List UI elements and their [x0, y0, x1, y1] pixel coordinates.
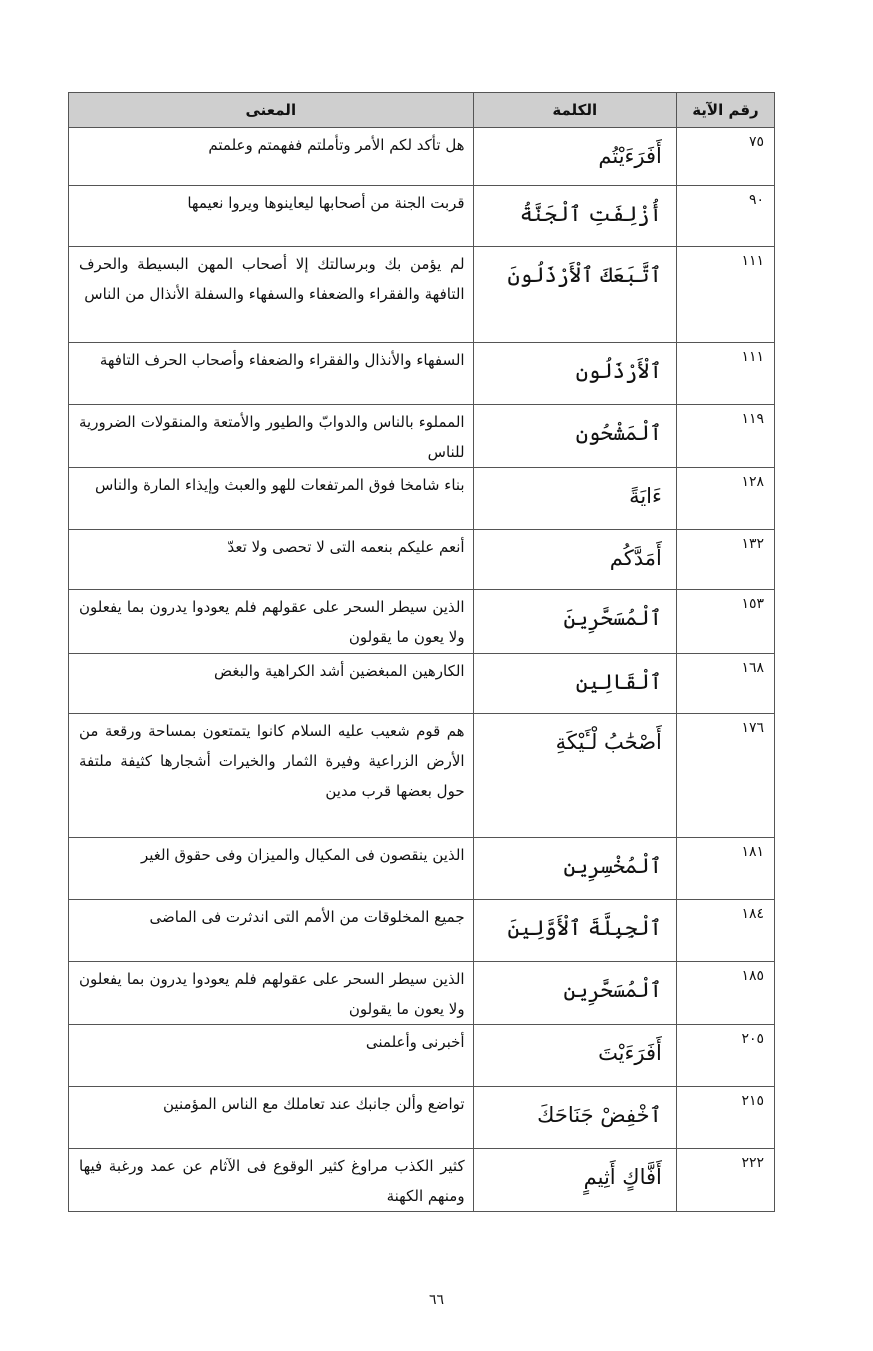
verse-number-cell: ١٧٦ — [675, 713, 776, 838]
word-cell: ءَايَةً — [472, 467, 677, 530]
word-cell: ٱلْمُسَحَّرِينَ — [472, 589, 677, 654]
verse-number-cell: ٧٥ — [675, 127, 776, 186]
header-meaning: المعنى — [68, 92, 474, 128]
table-row: ١١٩ ٱلْمَشْحُون المملوء بالناس والدوابّ وا… — [68, 404, 776, 468]
word-cell: ٱخْفِضْ جَنَاحَكَ — [472, 1086, 677, 1149]
verse-number-cell: ١٣٢ — [675, 529, 776, 590]
table-row: ٢٠٥ أَفَرَءَيْتَ أخبرنى وأعلمنى — [68, 1024, 776, 1087]
verse-number-cell: ١٦٨ — [675, 653, 776, 714]
meaning-cell: الكارهين المبغضين أشد الكراهية والبغض — [68, 653, 474, 714]
word-cell: ٱلْمُخْسِرِين — [472, 837, 677, 900]
verse-number-cell: ٩٠ — [675, 185, 776, 247]
meaning-cell: أخبرنى وأعلمنى — [68, 1024, 474, 1087]
table-row: ٢١٥ ٱخْفِضْ جَنَاحَكَ تواضع وألن جانبك عند… — [68, 1086, 776, 1149]
verse-number-cell: ١٥٣ — [675, 589, 776, 654]
word-cell: أَمَدَّكُم — [472, 529, 677, 590]
verse-number-cell: ٢٢٢ — [675, 1148, 776, 1212]
verse-number-cell: ٢١٥ — [675, 1086, 776, 1149]
table-row: ١٣٢ أَمَدَّكُم أنعم عليكم بنعمه التى لا تح… — [68, 529, 776, 590]
meaning-cell: بناء شامخا فوق المرتفعات للهو والعبث وإي… — [68, 467, 474, 530]
verse-number-cell: ١٨٥ — [675, 961, 776, 1025]
word-cell: أَفَرَءَيْتُم — [472, 127, 677, 186]
word-cell: أَفَرَءَيْتَ — [472, 1024, 677, 1087]
meaning-cell: كثير الكذب مراوغ كثير الوقوع فى الآثام ع… — [68, 1148, 474, 1212]
verse-number-cell: ١٨١ — [675, 837, 776, 900]
word-cell: ٱلْجِبِلَّةَ ٱلْأَوَّلِينَ — [472, 899, 677, 962]
meaning-cell: الذين سيطر السحر على عقولهم فلم يعودوا ي… — [68, 589, 474, 654]
page-number: ٦٦ — [428, 1292, 445, 1308]
meaning-cell: الذين سيطر السحر على عقولهم فلم يعودوا ي… — [68, 961, 474, 1025]
table-row: ١٢٨ ءَايَةً بناء شامخا فوق المرتفعات للهو … — [68, 467, 776, 530]
verse-number-cell: ١١٩ — [675, 404, 776, 468]
word-cell: أُزْلِفَتِ ٱلْجَنَّةُ — [472, 185, 677, 247]
word-cell: ٱلْمَشْحُون — [472, 404, 677, 468]
table-row: ٢٢٢ أَفَّاكٍ أَثِيمٍ كثير الكذب مراوغ كثير… — [68, 1148, 776, 1212]
word-cell: ٱلْأَرْذَلُون — [472, 342, 677, 405]
meaning-cell: أنعم عليكم بنعمه التى لا تحصى ولا تعدّ — [68, 529, 474, 590]
word-cell: ٱلْقَالِين — [472, 653, 677, 714]
verse-number-cell: ١٢٨ — [675, 467, 776, 530]
table-row: ١٥٣ ٱلْمُسَحَّرِينَ الذين سيطر السحر على ع… — [68, 589, 776, 654]
table-header-row: رقم الآية الكلمة المعنى — [68, 92, 776, 128]
table-row: ٩٠ أُزْلِفَتِ ٱلْجَنَّةُ قربت الجنة من أصح… — [68, 185, 776, 247]
verse-number-cell: ١١١ — [675, 246, 776, 343]
verse-number-cell: ٢٠٥ — [675, 1024, 776, 1087]
table-row: ١٦٨ ٱلْقَالِين الكارهين المبغضين أشد الكرا… — [68, 653, 776, 714]
verse-number-cell: ١٨٤ — [675, 899, 776, 962]
table-row: ١٨٤ ٱلْجِبِلَّةَ ٱلْأَوَّلِينَ جميع المخلو… — [68, 899, 776, 962]
table-row: ١٧٦ أَصْحَٰبُ لْـَٔيْكَةِ هم قوم شعيب عليه… — [68, 713, 776, 838]
table-row: ١١١ ٱتَّبَعَكَ ٱلْأَرْذَلُونَ لم يؤمن بك و… — [68, 246, 776, 343]
table-row: ١١١ ٱلْأَرْذَلُون السفهاء والأنذال والفقرا… — [68, 342, 776, 405]
table-row: ١٨٥ ٱلْمُسَحَّرِين الذين سيطر السحر على عق… — [68, 961, 776, 1025]
table-row: ٧٥ أَفَرَءَيْتُم هل تأكد لكم الأمر وتأملتم… — [68, 127, 776, 186]
meaning-cell: الذين ينقصون فى المكيال والميزان وفى حقو… — [68, 837, 474, 900]
meaning-cell: السفهاء والأنذال والفقراء والضعفاء وأصحا… — [68, 342, 474, 405]
vocabulary-table: رقم الآية الكلمة المعنى ٧٥ أَفَرَءَيْتُم ه… — [68, 92, 776, 1212]
meaning-cell: تواضع وألن جانبك عند تعاملك مع الناس الم… — [68, 1086, 474, 1149]
header-word: الكلمة — [472, 92, 677, 128]
meaning-cell: هم قوم شعيب عليه السلام كانوا يتمتعون بم… — [68, 713, 474, 838]
word-cell: ٱتَّبَعَكَ ٱلْأَرْذَلُونَ — [472, 246, 677, 343]
meaning-cell: المملوء بالناس والدوابّ والطيور والأمتعة… — [68, 404, 474, 468]
meaning-cell: جميع المخلوقات من الأمم التى اندثرت فى ا… — [68, 899, 474, 962]
word-cell: أَصْحَٰبُ لْـَٔيْكَةِ — [472, 713, 677, 838]
header-verse-number: رقم الآية — [675, 92, 776, 128]
verse-number-cell: ١١١ — [675, 342, 776, 405]
word-cell: أَفَّاكٍ أَثِيمٍ — [472, 1148, 677, 1212]
meaning-cell: قربت الجنة من أصحابها ليعاينوها ويروا نع… — [68, 185, 474, 247]
table-row: ١٨١ ٱلْمُخْسِرِين الذين ينقصون فى المكيال … — [68, 837, 776, 900]
meaning-cell: لم يؤمن بك وبرسالتك إلا أصحاب المهن البس… — [68, 246, 474, 343]
meaning-cell: هل تأكد لكم الأمر وتأملتم ففهمتم وعلمتم — [68, 127, 474, 186]
word-cell: ٱلْمُسَحَّرِين — [472, 961, 677, 1025]
